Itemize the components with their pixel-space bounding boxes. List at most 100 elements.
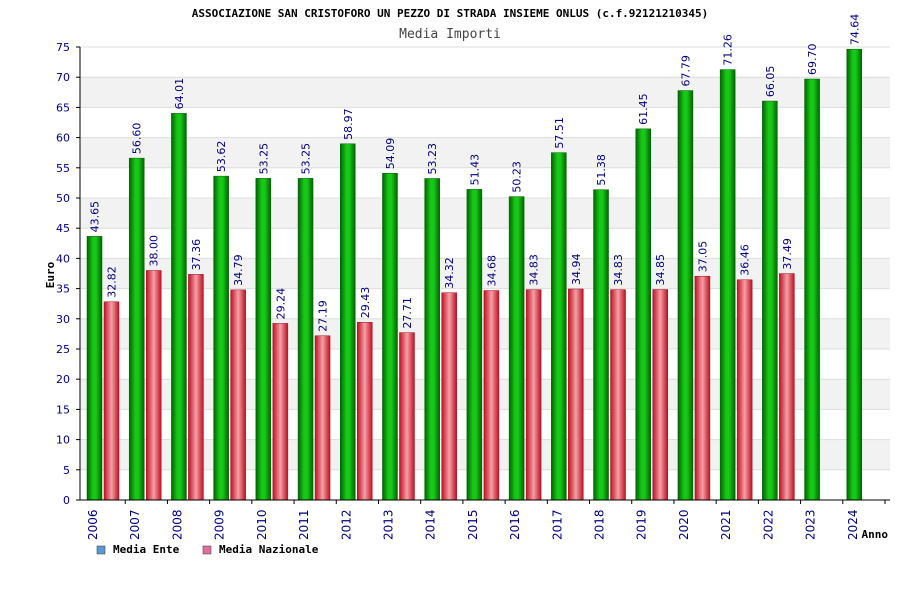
grid-band bbox=[80, 77, 890, 108]
data-label: 53.25 bbox=[257, 143, 270, 175]
x-tick-label: 2009 bbox=[213, 509, 227, 540]
bars bbox=[86, 48, 863, 501]
x-tick-label: 2014 bbox=[424, 509, 438, 540]
data-label: 37.49 bbox=[781, 238, 794, 270]
data-label: 51.43 bbox=[468, 154, 481, 186]
bar-media-ente bbox=[297, 178, 314, 501]
bar-media-ente bbox=[593, 189, 609, 501]
x-tick-label: 2020 bbox=[677, 509, 691, 540]
grid-band bbox=[80, 137, 890, 168]
legend-swatch-media-nazionale bbox=[202, 545, 212, 555]
data-label: 34.85 bbox=[654, 254, 667, 286]
legend-label-media-ente: Media Ente bbox=[113, 543, 180, 556]
bar-media-ente bbox=[340, 143, 356, 501]
x-tick-label: 2011 bbox=[297, 509, 311, 540]
y-tick-label: 5 bbox=[63, 464, 70, 477]
y-tick-label: 45 bbox=[56, 222, 70, 235]
data-label: 64.01 bbox=[173, 78, 186, 110]
chart-subtitle: Media Importi bbox=[399, 27, 501, 42]
x-tick-label: 2013 bbox=[381, 509, 395, 540]
x-tick-label: 2006 bbox=[86, 509, 100, 540]
x-tick-label: 2017 bbox=[550, 509, 564, 540]
data-label: 29.43 bbox=[359, 287, 372, 319]
bar-media-nazionale bbox=[103, 301, 120, 501]
data-label: 32.82 bbox=[106, 266, 119, 298]
data-label: 36.46 bbox=[739, 244, 752, 276]
data-label: 34.94 bbox=[570, 253, 583, 285]
y-tick-label: 65 bbox=[56, 101, 70, 114]
bar-media-nazionale bbox=[357, 321, 373, 501]
data-label: 54.09 bbox=[384, 138, 397, 170]
chart-title: ASSOCIAZIONE SAN CRISTOFORO UN PEZZO DI … bbox=[192, 7, 709, 20]
data-label: 74.64 bbox=[848, 14, 861, 46]
x-tick-label: 2007 bbox=[128, 509, 142, 540]
legend-swatch-media-ente bbox=[96, 545, 106, 555]
y-axis-label: Euro bbox=[44, 261, 57, 288]
bar-media-nazionale bbox=[272, 323, 289, 501]
bar-media-nazionale bbox=[399, 332, 415, 501]
data-label: 53.25 bbox=[300, 143, 313, 175]
x-tick-label: 2024 bbox=[846, 509, 860, 540]
data-label: 27.71 bbox=[401, 297, 414, 329]
y-tick-label: 75 bbox=[56, 41, 70, 54]
bar-media-ente bbox=[719, 69, 736, 501]
data-label: 34.68 bbox=[485, 255, 498, 287]
bar-media-ente bbox=[551, 152, 567, 501]
y-tick-label: 30 bbox=[56, 313, 70, 326]
x-tick-label: 2018 bbox=[593, 509, 607, 540]
x-tick-label: 2021 bbox=[719, 509, 733, 540]
bar-media-nazionale bbox=[314, 335, 331, 501]
value-labels: 43.65 32.82 56.60 38.00 64.01 37.36 53.62 34.79… bbox=[89, 14, 862, 332]
bar-media-nazionale bbox=[736, 279, 753, 501]
bar-media-ente bbox=[762, 100, 778, 501]
y-tick-label: 55 bbox=[56, 162, 70, 175]
bar-media-nazionale bbox=[694, 275, 711, 501]
data-label: 53.62 bbox=[215, 141, 228, 173]
data-label: 43.65 bbox=[89, 201, 102, 233]
data-label: 66.05 bbox=[764, 66, 777, 98]
x-tick-label: 2010 bbox=[255, 509, 269, 540]
x-tick-label: 2015 bbox=[466, 509, 480, 540]
data-label: 38.00 bbox=[148, 235, 161, 267]
data-label: 27.19 bbox=[317, 300, 330, 332]
y-tick-label: 10 bbox=[56, 434, 70, 447]
data-label: 34.83 bbox=[528, 254, 541, 286]
bar-media-ente bbox=[382, 173, 398, 501]
data-label: 51.38 bbox=[595, 154, 608, 186]
data-label: 34.83 bbox=[612, 254, 625, 286]
x-tick-label: 2008 bbox=[170, 509, 184, 540]
x-tick-label: 2023 bbox=[804, 509, 818, 540]
bar-media-ente bbox=[635, 128, 651, 501]
data-label: 37.05 bbox=[696, 241, 709, 273]
data-label: 57.51 bbox=[553, 117, 566, 149]
x-axis-label: Anno bbox=[862, 528, 889, 541]
x-tick-label: 2019 bbox=[635, 509, 649, 540]
x-tick-label: 2016 bbox=[508, 509, 522, 540]
x-tick-label: 2022 bbox=[761, 509, 775, 540]
bar-media-ente bbox=[804, 78, 820, 501]
bar-media-ente bbox=[171, 113, 187, 501]
bar-media-ente bbox=[255, 178, 272, 501]
bar-media-nazionale bbox=[230, 289, 246, 501]
y-tick-label: 15 bbox=[56, 403, 70, 416]
y-tick-label: 70 bbox=[56, 71, 70, 84]
bar-media-ente bbox=[86, 236, 103, 501]
bar-media-nazionale bbox=[483, 290, 500, 501]
y-tick-label: 25 bbox=[56, 343, 70, 356]
bar-media-ente bbox=[466, 189, 483, 501]
bar-media-ente bbox=[213, 175, 229, 501]
bar-media-nazionale bbox=[525, 289, 542, 501]
data-label: 34.32 bbox=[443, 257, 456, 289]
bar-media-nazionale bbox=[652, 289, 668, 501]
bar-media-nazionale bbox=[145, 270, 162, 501]
data-label: 37.36 bbox=[190, 239, 203, 271]
bar-media-nazionale bbox=[441, 292, 457, 501]
data-label: 58.97 bbox=[342, 108, 355, 140]
data-label: 50.23 bbox=[511, 161, 524, 193]
bar-media-ente bbox=[128, 157, 145, 501]
y-tick-label: 60 bbox=[56, 132, 70, 145]
y-tick-labels: 0 5 10 15 20 25 30 35 40 45 50 55 60 65 70 75 bbox=[56, 41, 80, 507]
bar-media-ente bbox=[508, 196, 525, 501]
x-tick-label: 2012 bbox=[339, 509, 353, 540]
